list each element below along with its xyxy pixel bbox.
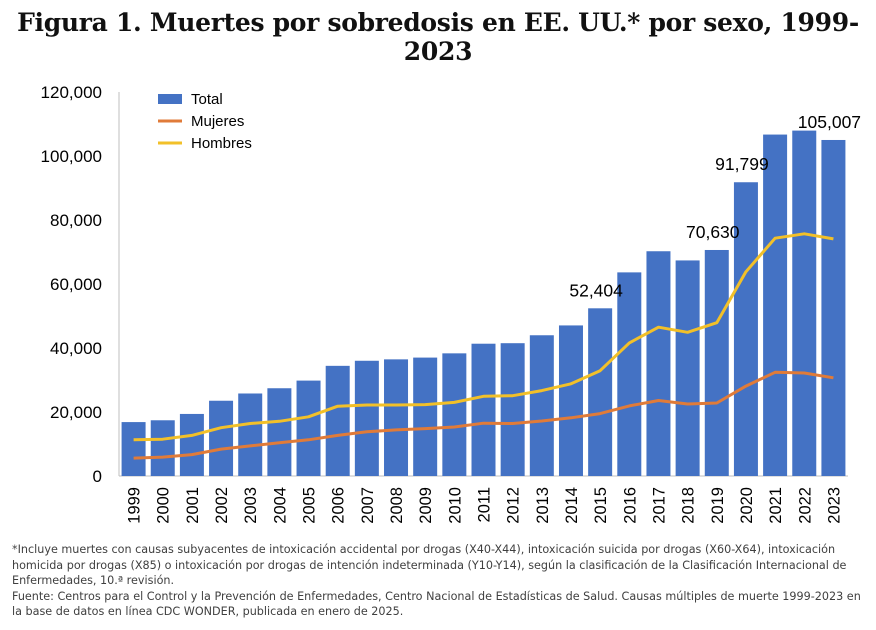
- legend-label: Total: [191, 91, 223, 108]
- line-hombres: [133, 232, 834, 442]
- bar-total: [792, 130, 817, 476]
- y-tick-label: 20,000: [50, 403, 102, 422]
- x-tick-label: 2005: [301, 487, 319, 524]
- chart-notes: *Incluye muertes con causas subyacentes …: [12, 542, 868, 620]
- x-tick-label: 2021: [767, 487, 785, 524]
- bar-total: [733, 182, 758, 476]
- bar-total: [354, 360, 379, 476]
- y-tick-label: 60,000: [50, 275, 102, 294]
- x-tick-label: 2009: [417, 487, 435, 524]
- x-tick-label: 2015: [592, 487, 610, 524]
- x-tick-label: 2014: [563, 487, 581, 524]
- y-tick-label: 0: [93, 467, 102, 486]
- y-tick-label: 120,000: [41, 83, 102, 102]
- bar-total: [121, 422, 146, 476]
- bar-total: [704, 249, 729, 476]
- x-tick-label: 2008: [388, 487, 406, 524]
- data-label: 91,799: [715, 154, 769, 174]
- bar-total: [675, 260, 700, 476]
- x-tick-label: 2017: [650, 487, 668, 524]
- bar-total: [179, 413, 204, 476]
- y-tick-label: 40,000: [50, 339, 102, 358]
- data-label: 105,007: [798, 112, 861, 132]
- x-tick-label: 2004: [271, 487, 289, 524]
- x-tick-label: 2011: [476, 487, 494, 522]
- x-tick-label: 2000: [155, 487, 173, 524]
- bar-total: [500, 343, 525, 476]
- bar-total: [529, 335, 554, 476]
- bar-total: [267, 388, 292, 476]
- bar-total: [617, 272, 642, 476]
- line-mujeres: [133, 370, 834, 460]
- y-tick-label: 100,000: [41, 147, 102, 166]
- bar-total: [296, 380, 321, 476]
- legend-swatch-total: [158, 94, 182, 104]
- legend-label: Hombres: [191, 135, 252, 152]
- bar-total: [471, 343, 496, 476]
- bar-total: [646, 251, 671, 476]
- x-tick-label: 2016: [621, 487, 639, 524]
- bar-total: [821, 139, 846, 476]
- bar-total: [558, 325, 583, 476]
- x-tick-label: 2012: [505, 487, 523, 524]
- chart-title: Figura 1. Muertes por sobredosis en EE. …: [17, 8, 859, 66]
- bar-total: [763, 134, 788, 476]
- x-tick-label: 2007: [359, 487, 377, 524]
- x-tick-label: 2006: [330, 487, 348, 524]
- data-label: 70,630: [686, 222, 740, 242]
- x-tick-label: 1999: [126, 487, 144, 524]
- footnote-text: *Incluye muertes con causas subyacentes …: [12, 543, 847, 587]
- x-tick-label: 2020: [738, 487, 756, 524]
- bar-total: [150, 420, 175, 476]
- bar-total: [325, 365, 350, 476]
- x-tick-label: 2023: [825, 487, 843, 524]
- y-tick-label: 80,000: [50, 211, 102, 230]
- legend-label: Mujeres: [191, 113, 244, 130]
- bar-total: [588, 308, 613, 476]
- bar-total: [238, 393, 263, 476]
- x-tick-label: 2010: [446, 487, 464, 524]
- x-tick-label: 2003: [242, 487, 260, 524]
- bar-total: [442, 353, 467, 476]
- chart-svg: 0 20,000 40,000 60,000 80,000 100,000 120,000 1…: [41, 83, 862, 524]
- data-label: 52,404: [569, 280, 623, 300]
- x-tick-label: 2022: [796, 487, 814, 524]
- bar-total: [209, 400, 234, 476]
- x-tick-label: 2018: [680, 487, 698, 524]
- bar-total: [413, 357, 438, 476]
- source-text: Fuente: Centros para el Control y la Pre…: [12, 589, 861, 619]
- x-tick-label: 2019: [709, 487, 727, 524]
- x-tick-label: 2013: [534, 487, 552, 524]
- x-tick-label: 2002: [213, 487, 231, 524]
- bar-total: [384, 359, 409, 476]
- x-tick-label: 2001: [184, 487, 202, 524]
